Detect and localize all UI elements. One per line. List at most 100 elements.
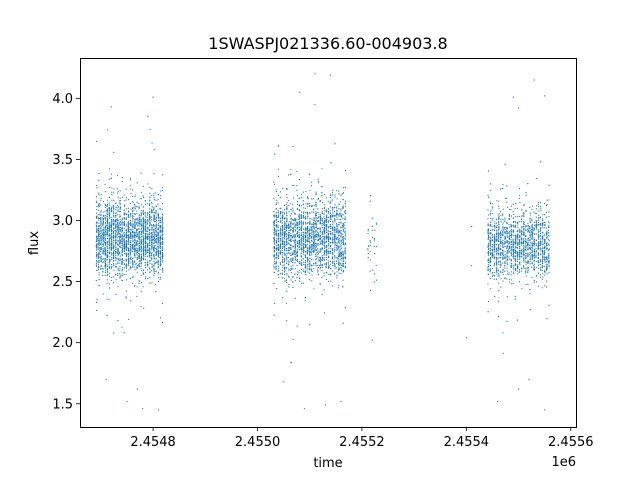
data-point [108, 283, 111, 285]
data-point [106, 216, 108, 218]
data-point [110, 242, 112, 244]
data-point [104, 229, 106, 231]
data-point [153, 232, 155, 234]
data-point [330, 225, 332, 228]
data-point [100, 261, 102, 263]
data-point [317, 199, 319, 201]
data-point [273, 216, 275, 218]
data-point [104, 253, 107, 255]
data-point [283, 277, 286, 279]
data-point [102, 247, 104, 250]
data-point [117, 249, 119, 251]
data-point [102, 217, 105, 220]
data-point [325, 240, 328, 242]
data-point [155, 242, 158, 244]
data-point [161, 187, 164, 189]
data-point [277, 274, 279, 276]
data-point [283, 264, 285, 266]
data-point [102, 240, 104, 242]
data-point [97, 227, 100, 229]
data-point [153, 245, 155, 247]
data-point [96, 217, 98, 219]
data-point [146, 263, 149, 265]
data-point [159, 239, 161, 241]
data-point [323, 289, 325, 291]
data-point [98, 237, 100, 240]
data-point [332, 212, 334, 214]
data-point [106, 253, 108, 255]
data-point [104, 259, 106, 261]
data-point [130, 277, 132, 279]
data-point [125, 265, 127, 267]
data-point [334, 206, 336, 209]
data-point [292, 209, 294, 211]
data-point [304, 215, 307, 217]
data-point [115, 234, 117, 236]
data-point [327, 212, 330, 214]
data-point [110, 106, 112, 108]
data-point [285, 302, 288, 304]
data-point [102, 235, 104, 237]
data-point [344, 211, 346, 213]
data-point [138, 244, 140, 247]
data-point [145, 221, 147, 224]
data-point [115, 257, 117, 259]
data-point [132, 276, 134, 278]
data-point [127, 250, 130, 252]
data-point [277, 229, 279, 231]
data-point [334, 221, 336, 223]
data-point [161, 222, 164, 224]
data-point [125, 245, 128, 247]
data-point [275, 208, 277, 210]
data-point [104, 264, 106, 267]
data-point [338, 269, 340, 271]
data-point [119, 275, 121, 277]
data-point [334, 265, 336, 268]
data-point [113, 191, 115, 193]
data-point [132, 212, 134, 215]
data-point [102, 251, 104, 253]
data-point [315, 191, 317, 193]
data-point [136, 295, 138, 298]
data-point [277, 267, 280, 269]
data-point [305, 246, 307, 249]
data-point [121, 220, 123, 222]
data-point [115, 216, 117, 218]
data-point [151, 263, 153, 265]
data-point [317, 208, 319, 210]
data-point [157, 266, 159, 268]
data-point [292, 250, 294, 252]
data-point [110, 207, 112, 209]
data-point [108, 287, 111, 289]
data-point [102, 237, 105, 239]
data-point [332, 223, 334, 225]
data-point [107, 235, 109, 237]
data-point [151, 212, 153, 214]
data-point [342, 255, 345, 257]
data-point [138, 250, 140, 253]
data-point [317, 250, 319, 252]
data-point [132, 226, 134, 228]
data-point [334, 256, 336, 258]
data-point [134, 234, 136, 236]
data-point [108, 261, 110, 264]
data-point [305, 203, 307, 205]
data-point [143, 242, 145, 244]
data-point [306, 244, 308, 246]
data-point [129, 237, 132, 239]
data-point [98, 259, 100, 262]
data-point [319, 251, 321, 253]
data-point [326, 226, 328, 228]
data-point [117, 227, 119, 229]
data-point [123, 242, 126, 244]
data-point [276, 288, 278, 290]
data-point [302, 240, 304, 242]
data-point [134, 249, 136, 251]
data-point [149, 192, 151, 194]
data-point [290, 222, 292, 225]
data-point [155, 247, 157, 249]
data-point [311, 228, 313, 230]
data-point [306, 223, 308, 225]
data-point [300, 215, 302, 218]
data-point [119, 232, 121, 234]
